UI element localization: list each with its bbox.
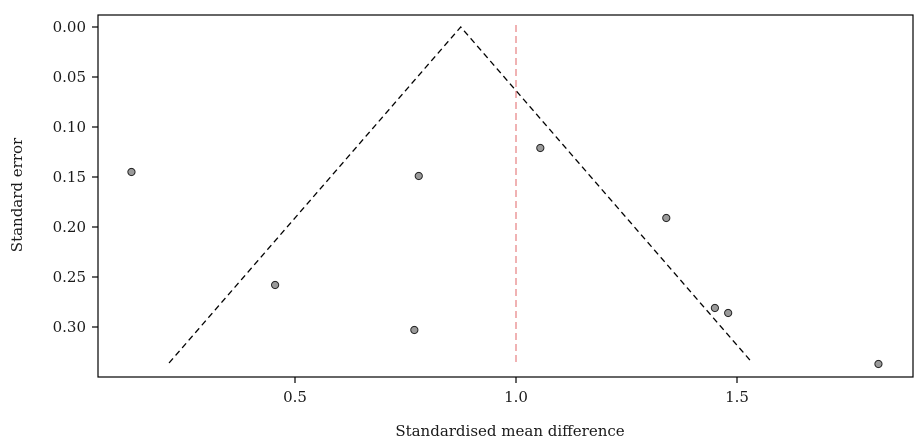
data-points: [127, 143, 883, 369]
y-tick-label: 0.10: [53, 118, 86, 136]
data-point: [127, 167, 136, 177]
data-point: [724, 308, 733, 318]
funnel-lines: [168, 26, 753, 364]
x-tick-label: 1.5: [725, 388, 749, 406]
y-axis: 0.00 0.05 0.10 0.15 0.20 0.25 0.30: [53, 18, 98, 336]
y-tick-label: 0.30: [53, 318, 86, 336]
data-point: [271, 280, 280, 290]
data-point: [710, 303, 720, 313]
y-tick-label: 0.15: [53, 168, 86, 186]
data-point: [874, 359, 883, 369]
x-axis-title: Standardised mean difference: [395, 422, 624, 440]
plot-frame: [97, 14, 914, 378]
y-tick-label: 0.25: [53, 268, 86, 286]
x-axis: 0.5 1.0 1.5: [283, 377, 749, 406]
data-point: [410, 325, 419, 335]
funnel-line: [168, 26, 753, 364]
data-point: [662, 213, 671, 223]
y-tick-label: 0.05: [53, 68, 86, 86]
x-tick-label: 0.5: [283, 388, 307, 406]
data-point: [414, 171, 423, 181]
y-axis-title: Standard error: [8, 137, 26, 252]
data-point: [536, 143, 545, 153]
y-tick-label: 0.00: [53, 18, 86, 36]
y-tick-label: 0.20: [53, 218, 86, 236]
x-tick-label: 1.0: [504, 388, 528, 406]
